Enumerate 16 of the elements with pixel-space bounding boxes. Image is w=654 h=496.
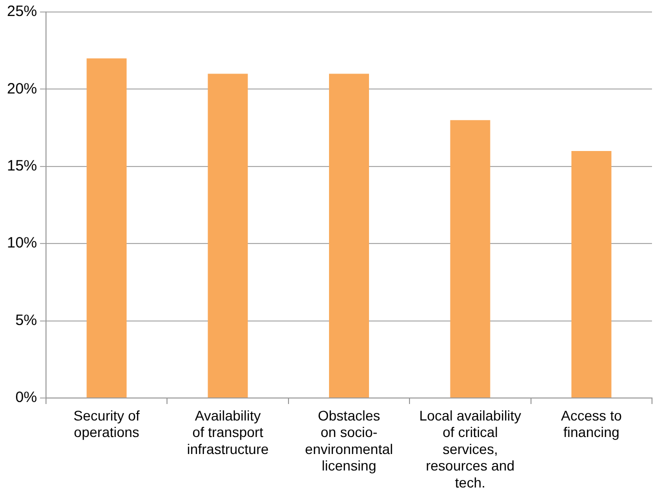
bar <box>86 58 127 398</box>
bar <box>450 120 490 398</box>
y-tick-label: 10% <box>6 234 38 252</box>
y-tick-label: 15% <box>6 158 38 175</box>
y-tick-label: 25% <box>6 3 38 20</box>
bar <box>571 150 612 398</box>
x-tick-label: Local availability of critical services, resources and tech. <box>419 407 522 490</box>
x-tick-label: Security of operations <box>74 407 140 440</box>
y-tick-label: 0% <box>15 389 38 406</box>
x-tick-label: Access to financing <box>561 407 622 440</box>
y-tick-label: 5% <box>15 312 38 329</box>
x-tick-label: Availability of transport infrastructure <box>186 407 269 457</box>
y-tick-label: 20% <box>6 80 38 98</box>
x-tick-label: Obstacles on socio- environmental licensing <box>305 407 393 474</box>
bar <box>329 74 370 398</box>
bar <box>208 74 248 398</box>
